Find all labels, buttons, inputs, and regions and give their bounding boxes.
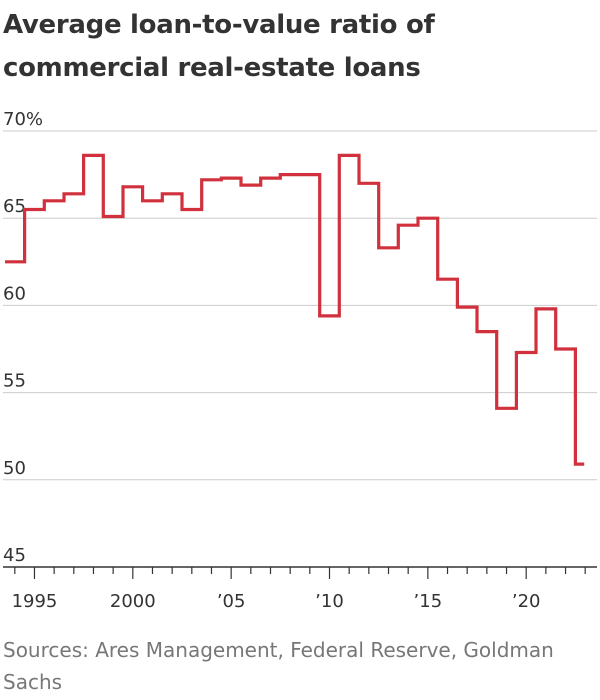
x-axis [3, 566, 597, 579]
x-tick-label: 2000 [110, 591, 156, 612]
ltv-series-line [5, 153, 585, 466]
x-tick-label: ’05 [217, 591, 246, 612]
x-tick-label: ’10 [315, 591, 344, 612]
y-tick-label: 65 [3, 196, 26, 217]
source-note: Sources: Ares Management, Federal Reserv… [3, 638, 554, 694]
x-tick-label: ’15 [414, 591, 443, 612]
gridlines [3, 130, 597, 481]
y-tick-label: 50 [3, 458, 26, 479]
y-axis-labels: 70% 65 60 55 50 45 [3, 109, 43, 566]
y-tick-label: 60 [3, 283, 26, 304]
chart: 70% 65 60 55 50 45 1995 2000 ’05 ’10 ’15 ’20 [3, 109, 597, 612]
x-tick-label: ’20 [512, 591, 541, 612]
y-tick-label: 45 [3, 545, 26, 566]
series [5, 153, 585, 466]
y-tick-label: 55 [3, 371, 26, 392]
x-tick-label: 1995 [12, 591, 58, 612]
y-tick-label: 70% [3, 109, 43, 130]
x-axis-labels: 1995 2000 ’05 ’10 ’15 ’20 [12, 591, 541, 612]
chart-title: Average loan-to-value ratio of commercia… [3, 10, 435, 83]
